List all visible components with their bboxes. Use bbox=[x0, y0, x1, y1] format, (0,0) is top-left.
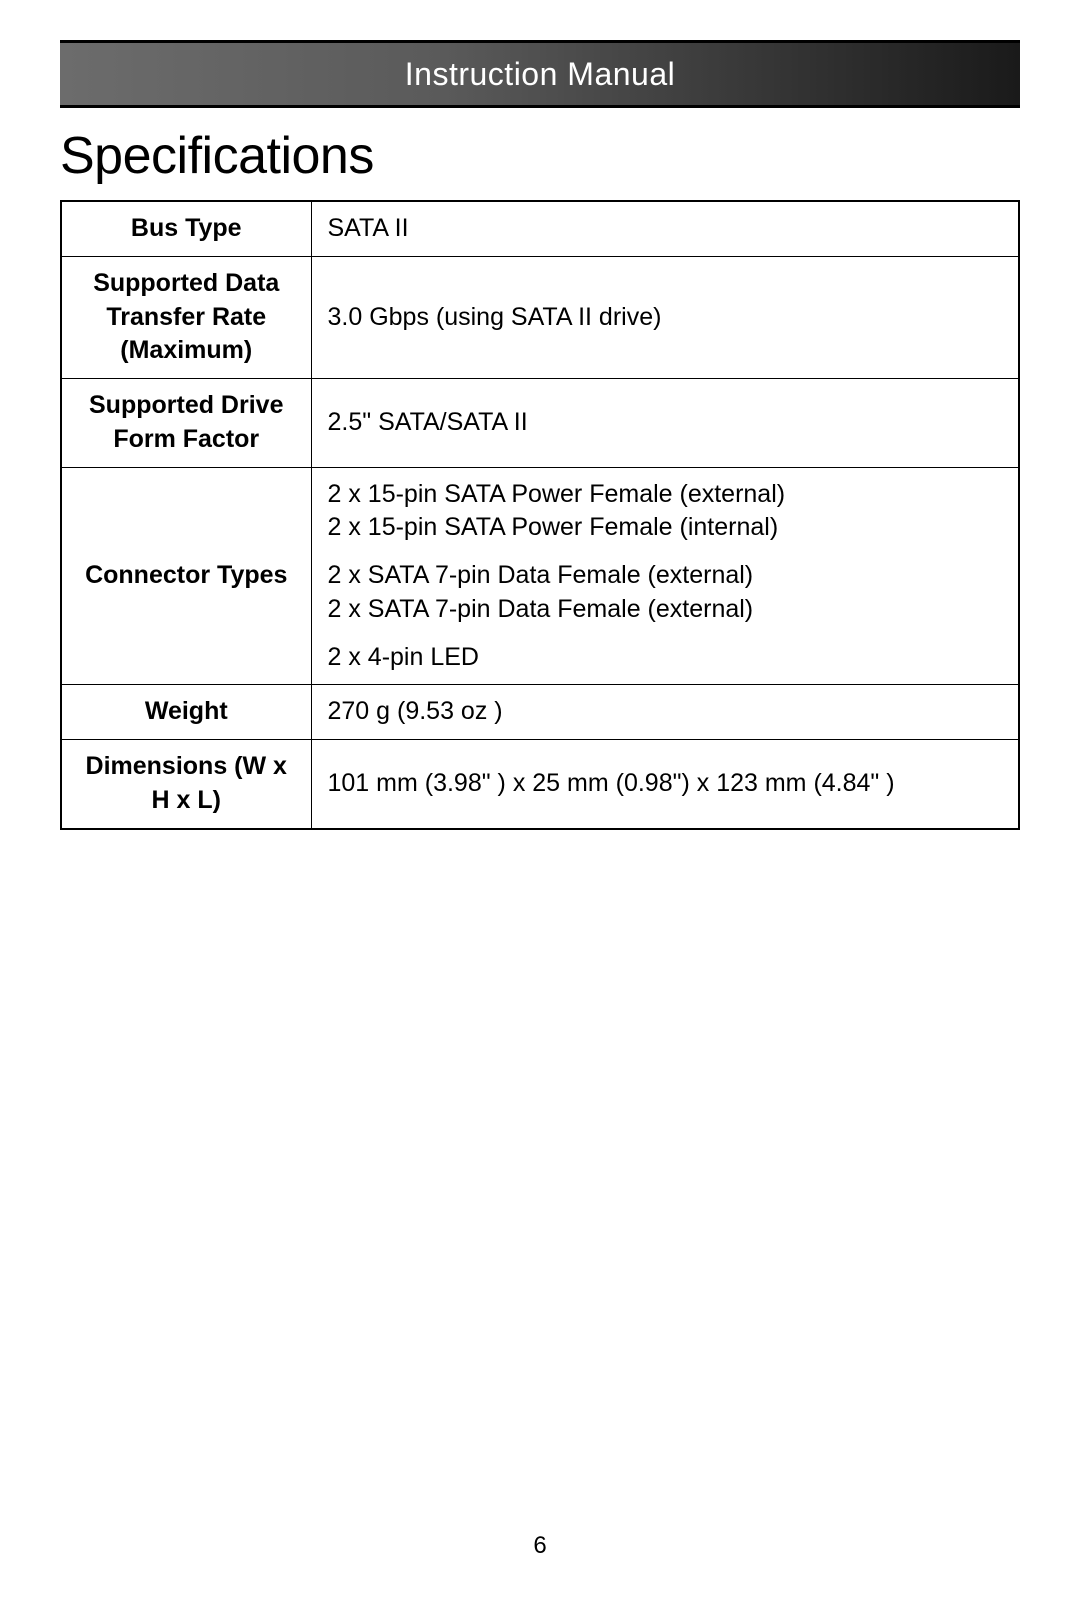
section-title: Specifications bbox=[60, 126, 1020, 186]
table-row: Weight 270 g (9.53 oz ) bbox=[61, 685, 1019, 740]
table-row: Bus Type SATA II bbox=[61, 201, 1019, 256]
spec-label-connectors: Connector Types bbox=[61, 467, 311, 685]
spec-value-bus-type: SATA II bbox=[311, 201, 1019, 256]
spec-label-form-factor: Supported Drive Form Factor bbox=[61, 379, 311, 468]
connector-group: 2 x 4-pin LED bbox=[328, 641, 1003, 675]
connector-line: 2 x 15-pin SATA Power Female (external) bbox=[328, 478, 1003, 512]
header-title: Instruction Manual bbox=[405, 56, 675, 93]
document-page: Instruction Manual Specifications Bus Ty… bbox=[0, 0, 1080, 1620]
spec-value-weight: 270 g (9.53 oz ) bbox=[311, 685, 1019, 740]
connector-line: 2 x SATA 7-pin Data Female (external) bbox=[328, 559, 1003, 593]
spec-value-transfer-rate: 3.0 Gbps (using SATA II drive) bbox=[311, 256, 1019, 378]
specifications-table: Bus Type SATA II Supported Data Transfer… bbox=[60, 200, 1020, 830]
table-row: Dimensions (W x H x L) 101 mm (3.98" ) x… bbox=[61, 740, 1019, 829]
table-row: Connector Types 2 x 15-pin SATA Power Fe… bbox=[61, 467, 1019, 685]
spec-label-bus-type: Bus Type bbox=[61, 201, 311, 256]
spec-label-transfer-rate: Supported Data Transfer Rate (Maximum) bbox=[61, 256, 311, 378]
table-row: Supported Data Transfer Rate (Maximum) 3… bbox=[61, 256, 1019, 378]
connector-line: 2 x 4-pin LED bbox=[328, 641, 1003, 675]
spec-label-dimensions: Dimensions (W x H x L) bbox=[61, 740, 311, 829]
spec-label-weight: Weight bbox=[61, 685, 311, 740]
spec-value-form-factor: 2.5" SATA/SATA II bbox=[311, 379, 1019, 468]
connector-line: 2 x SATA 7-pin Data Female (external) bbox=[328, 593, 1003, 627]
spec-value-connectors: 2 x 15-pin SATA Power Female (external) … bbox=[311, 467, 1019, 685]
table-row: Supported Drive Form Factor 2.5" SATA/SA… bbox=[61, 379, 1019, 468]
connector-group: 2 x SATA 7-pin Data Female (external) 2 … bbox=[328, 559, 1003, 627]
spec-value-dimensions: 101 mm (3.98" ) x 25 mm (0.98") x 123 mm… bbox=[311, 740, 1019, 829]
connector-line: 2 x 15-pin SATA Power Female (internal) bbox=[328, 511, 1003, 545]
page-number: 6 bbox=[0, 1532, 1080, 1560]
connector-group: 2 x 15-pin SATA Power Female (external) … bbox=[328, 478, 1003, 546]
header-bar: Instruction Manual bbox=[60, 40, 1020, 108]
